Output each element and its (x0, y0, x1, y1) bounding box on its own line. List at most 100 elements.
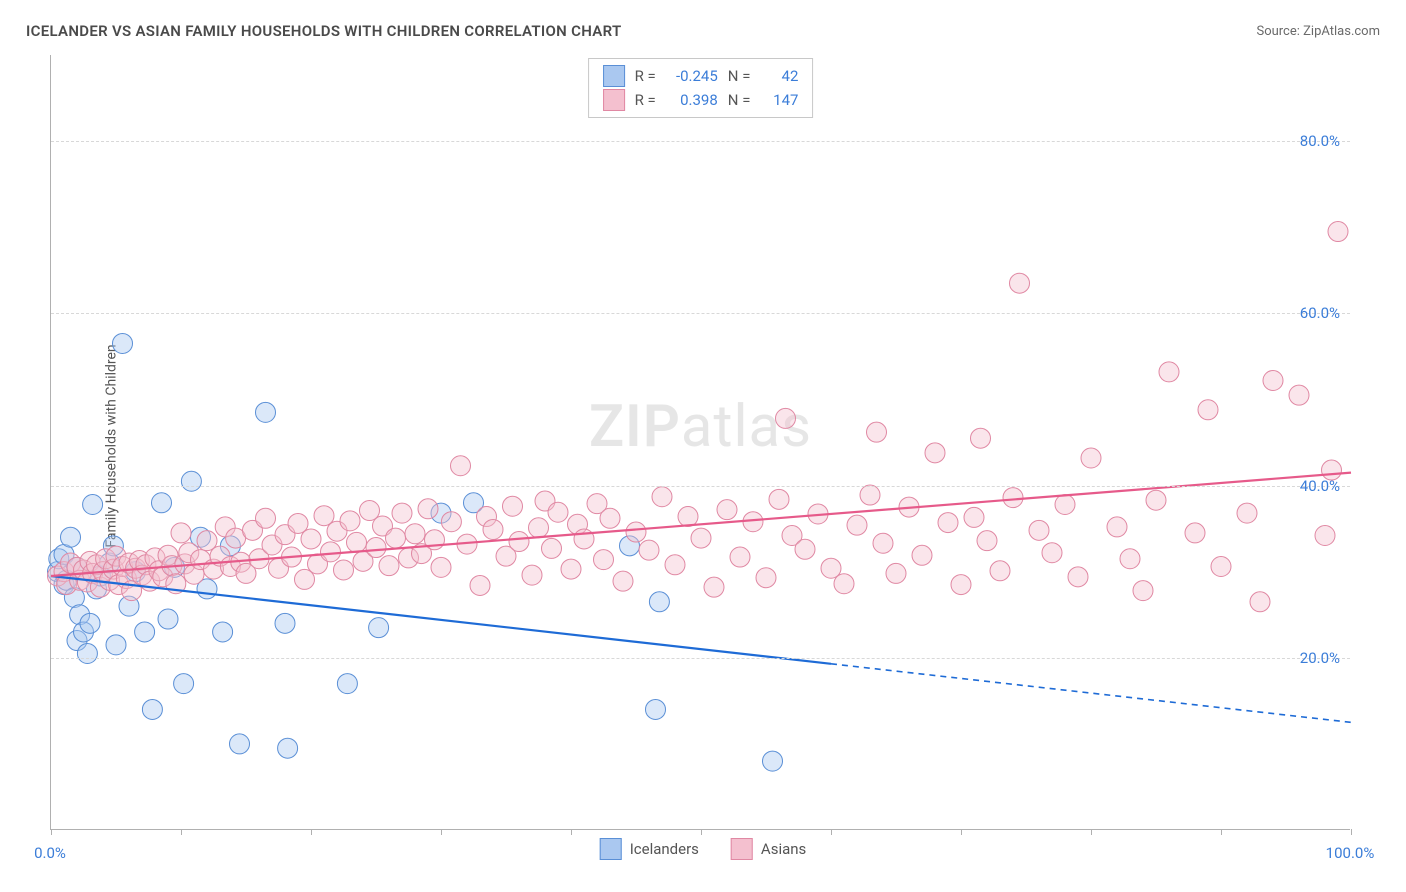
scatter-point-icelanders (80, 613, 100, 633)
scatter-point-asians (334, 560, 354, 580)
x-tick (701, 829, 702, 835)
scatter-point-asians (964, 507, 984, 527)
n-label: N = (728, 88, 751, 112)
scatter-point-asians (977, 531, 997, 551)
scatter-point-asians (220, 557, 240, 577)
scatter-point-asians (373, 516, 393, 536)
scatter-point-asians (262, 535, 282, 555)
scatter-point-asians (821, 558, 841, 578)
gridline (51, 658, 1350, 659)
scatter-point-asians (431, 557, 451, 577)
scatter-point-asians (626, 522, 646, 542)
x-tick (51, 829, 52, 835)
scatter-point-icelanders (83, 495, 103, 515)
scatter-point-asians (204, 559, 224, 579)
regression-line-dashed-icelanders (831, 664, 1351, 723)
x-tick (961, 829, 962, 835)
scatter-point-asians (366, 538, 386, 558)
legend-label-icelanders: Icelanders (630, 840, 699, 858)
scatter-point-asians (67, 557, 87, 577)
scatter-point-asians (340, 511, 360, 531)
scatter-point-asians (548, 502, 568, 522)
scatter-point-asians (70, 570, 90, 590)
scatter-point-asians (730, 547, 750, 567)
scatter-point-icelanders (67, 631, 87, 651)
scatter-point-asians (1237, 503, 1257, 523)
scatter-point-asians (1003, 488, 1023, 508)
regression-line-icelanders (51, 576, 831, 664)
scatter-point-asians (171, 523, 191, 543)
scatter-point-asians (1133, 581, 1153, 601)
scatter-point-asians (451, 456, 471, 476)
scatter-point-asians (1068, 567, 1088, 587)
scatter-point-asians (136, 555, 156, 575)
scatter-point-asians (1055, 495, 1075, 515)
scatter-point-asians (1107, 517, 1127, 537)
scatter-point-asians (83, 563, 103, 583)
legend-stats-box: R = -0.245 N = 42 R = 0.398 N = 147 (588, 58, 814, 118)
scatter-point-asians (379, 556, 399, 576)
scatter-point-asians (587, 494, 607, 514)
scatter-point-asians (149, 561, 169, 581)
scatter-point-asians (574, 529, 594, 549)
scatter-point-asians (386, 528, 406, 548)
scatter-point-asians (756, 568, 776, 588)
scatter-point-asians (399, 548, 419, 568)
scatter-point-asians (126, 558, 146, 578)
scatter-point-asians (782, 526, 802, 546)
swatch-asians (731, 838, 753, 860)
legend-stats-row-1: R = 0.398 N = 147 (603, 88, 799, 112)
scatter-point-asians (503, 496, 523, 516)
swatch-icelanders (600, 838, 622, 860)
scatter-point-asians (236, 563, 256, 583)
scatter-point-asians (57, 575, 77, 595)
scatter-point-icelanders (620, 536, 640, 556)
scatter-point-asians (405, 524, 425, 544)
scatter-point-icelanders (174, 674, 194, 694)
x-tick (181, 829, 182, 835)
scatter-point-icelanders (158, 609, 178, 629)
watermark-atlas: atlas (681, 393, 812, 461)
y-tick-label: 60.0% (1300, 304, 1340, 322)
y-tick-label: 40.0% (1300, 477, 1340, 495)
scatter-point-asians (704, 577, 724, 597)
scatter-point-icelanders (48, 562, 68, 582)
scatter-point-asians (743, 512, 763, 532)
scatter-point-icelanders (337, 674, 357, 694)
scatter-point-asians (90, 577, 110, 597)
scatter-point-asians (145, 548, 165, 568)
scatter-point-asians (522, 565, 542, 585)
scatter-point-asians (412, 544, 432, 564)
scatter-point-asians (119, 553, 139, 573)
scatter-point-asians (691, 528, 711, 548)
scatter-point-asians (1029, 520, 1049, 540)
scatter-point-icelanders (113, 333, 133, 353)
scatter-point-icelanders (49, 549, 69, 569)
scatter-point-asians (795, 539, 815, 559)
scatter-point-asians (54, 562, 74, 582)
scatter-point-asians (568, 514, 588, 534)
scatter-point-icelanders (142, 699, 162, 719)
scatter-point-asians (873, 533, 893, 553)
x-tick (1091, 829, 1092, 835)
scatter-point-asians (106, 546, 126, 566)
scatter-point-asians (1250, 592, 1270, 612)
legend-item-asians: Asians (731, 838, 806, 860)
scatter-point-asians (308, 554, 328, 574)
scatter-point-asians (600, 508, 620, 528)
scatter-point-asians (483, 519, 503, 539)
chart-title: ICELANDER VS ASIAN FAMILY HOUSEHOLDS WIT… (26, 22, 621, 40)
scatter-point-asians (1146, 490, 1166, 510)
scatter-point-asians (210, 546, 230, 566)
scatter-point-icelanders (119, 596, 139, 616)
scatter-point-asians (477, 507, 497, 527)
scatter-point-asians (132, 565, 152, 585)
scatter-point-asians (113, 557, 133, 577)
scatter-point-asians (109, 575, 129, 595)
scatter-point-asians (971, 428, 991, 448)
legend-item-icelanders: Icelanders (600, 838, 699, 860)
scatter-point-asians (776, 408, 796, 428)
scatter-point-asians (418, 499, 438, 519)
scatter-point-asians (140, 571, 160, 591)
scatter-point-icelanders (103, 536, 123, 556)
